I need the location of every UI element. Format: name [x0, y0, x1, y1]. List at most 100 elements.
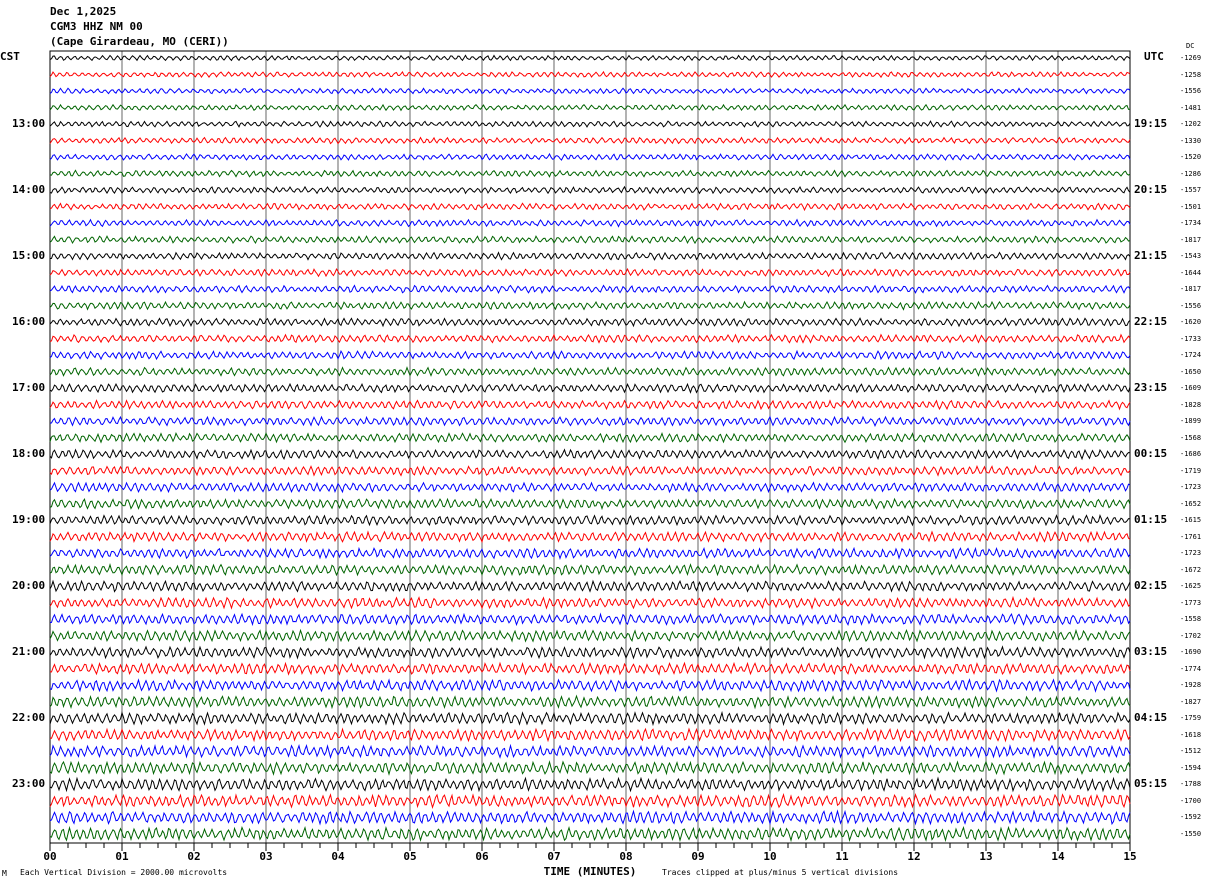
seismic-trace [49, 464, 1131, 477]
seismic-trace [49, 612, 1131, 627]
dc-offset-label: -1774 [1180, 664, 1202, 673]
date-label: Dec 1,2025 [50, 5, 117, 18]
dc-offset-label: -1512 [1180, 747, 1202, 756]
dc-offset-label: -1733 [1180, 334, 1202, 343]
dc-offset-label: -1928 [1180, 681, 1202, 690]
seismic-trace [49, 431, 1131, 444]
seismic-trace [49, 284, 1131, 295]
seismic-trace [49, 267, 1131, 278]
x-tick-label: 04 [331, 850, 345, 863]
x-tick-label: 02 [187, 850, 201, 863]
seismic-trace [49, 54, 1131, 62]
dc-offset-label: -1558 [1180, 615, 1202, 624]
seismic-trace [49, 563, 1131, 577]
seismic-trace [49, 382, 1131, 394]
station-label: CGM3 HHZ NM 00 [50, 20, 143, 33]
x-tick-label: 12 [907, 850, 921, 863]
x-tick-label: 10 [763, 850, 777, 863]
scale-note: Each Vertical Division = 2000.00 microvo… [20, 868, 228, 877]
dc-offset-label: -1556 [1180, 301, 1202, 310]
seismic-trace [49, 120, 1131, 128]
x-tick-label: 15 [1123, 850, 1137, 863]
dc-offset-label: -1788 [1180, 780, 1202, 789]
seismic-trace [49, 546, 1131, 561]
seismic-trace [49, 481, 1131, 494]
dc-offset-label: -1556 [1180, 87, 1202, 96]
dc-offset-label: -1269 [1180, 54, 1202, 62]
left-hour-label: 22:00 [12, 711, 46, 725]
seismic-trace [49, 694, 1131, 710]
dc-offset-label: -1644 [1180, 268, 1202, 277]
left-hour-label: 23:00 [12, 777, 46, 791]
dc-header: DC [1186, 42, 1195, 50]
dc-offset-label: -1286 [1180, 169, 1202, 178]
x-tick-label: 07 [547, 850, 561, 863]
seismic-trace [49, 333, 1131, 344]
seismic-trace [49, 497, 1131, 511]
right-hour-label: 00:15 [1134, 447, 1168, 461]
seismic-trace [49, 317, 1131, 328]
x-tick-label: 14 [1051, 850, 1065, 863]
dc-offset-label: -1724 [1180, 351, 1202, 360]
left-hour-label: 20:00 [12, 579, 46, 593]
seismic-trace [49, 366, 1131, 377]
dc-offset-label: -1543 [1180, 252, 1202, 261]
x-tick-label: 01 [115, 850, 129, 863]
dc-offset-label: -1723 [1180, 483, 1202, 492]
dc-offset-label: -1761 [1180, 532, 1202, 541]
dc-offset-label: -1618 [1180, 730, 1202, 739]
seismic-trace [49, 710, 1131, 727]
dc-offset-label: -1615 [1180, 516, 1202, 525]
dc-offset-label: -1650 [1180, 367, 1202, 376]
left-hour-label: 18:00 [12, 447, 46, 461]
seismic-trace [49, 530, 1131, 544]
left-hour-label: 19:00 [12, 513, 46, 527]
seismic-trace [49, 595, 1131, 610]
x-tick-label: 06 [475, 850, 489, 863]
right-hour-label: 19:15 [1134, 117, 1168, 131]
seismic-trace [49, 70, 1131, 79]
right-hour-label: 01:15 [1134, 513, 1168, 527]
x-tick-label: 09 [691, 850, 705, 863]
dc-offset-label: -1481 [1180, 103, 1202, 112]
dc-offset-label: -1609 [1180, 384, 1202, 393]
x-tick-label: 05 [403, 850, 417, 863]
seismic-trace [49, 743, 1131, 760]
seismic-trace [49, 661, 1131, 676]
right-hour-label: 05:15 [1134, 777, 1168, 791]
dc-offset-label: -1592 [1180, 813, 1202, 822]
seismic-trace [49, 300, 1131, 311]
dc-offset-label: -1520 [1180, 153, 1202, 162]
right-timezone-label: UTC [1144, 50, 1164, 63]
seismic-trace [49, 251, 1131, 261]
x-axis-title: TIME (MINUTES) [543, 865, 637, 878]
seismic-trace [49, 645, 1131, 660]
left-hour-label: 13:00 [12, 117, 46, 131]
dc-offset-label: -1828 [1180, 400, 1202, 409]
seismic-trace [49, 169, 1131, 178]
seismic-trace [49, 579, 1131, 593]
seismic-trace [49, 793, 1131, 809]
x-tick-label: 11 [835, 850, 849, 863]
seismic-trace [49, 136, 1131, 145]
x-tick-label: 00 [43, 850, 57, 863]
seismic-trace [49, 513, 1131, 527]
dc-offset-label: -1827 [1180, 697, 1202, 706]
seismic-trace [49, 825, 1131, 843]
seismic-trace [49, 809, 1131, 826]
x-tick-label: 08 [619, 850, 633, 863]
seismic-trace [49, 87, 1131, 95]
left-hour-label: 14:00 [12, 183, 46, 197]
dc-offset-label: -1258 [1180, 70, 1202, 79]
seismic-trace [49, 776, 1131, 793]
seismic-trace [49, 235, 1131, 245]
right-hour-label: 22:15 [1134, 315, 1168, 329]
dc-offset-label: -1672 [1180, 565, 1202, 574]
dc-offset-label: -1557 [1180, 186, 1202, 195]
x-tick-label: 13 [979, 850, 993, 863]
seismic-trace [49, 727, 1131, 743]
left-hour-label: 17:00 [12, 381, 46, 395]
dc-offset-label: -1719 [1180, 466, 1202, 475]
clip-note: Traces clipped at plus/minus 5 vertical … [662, 868, 899, 877]
